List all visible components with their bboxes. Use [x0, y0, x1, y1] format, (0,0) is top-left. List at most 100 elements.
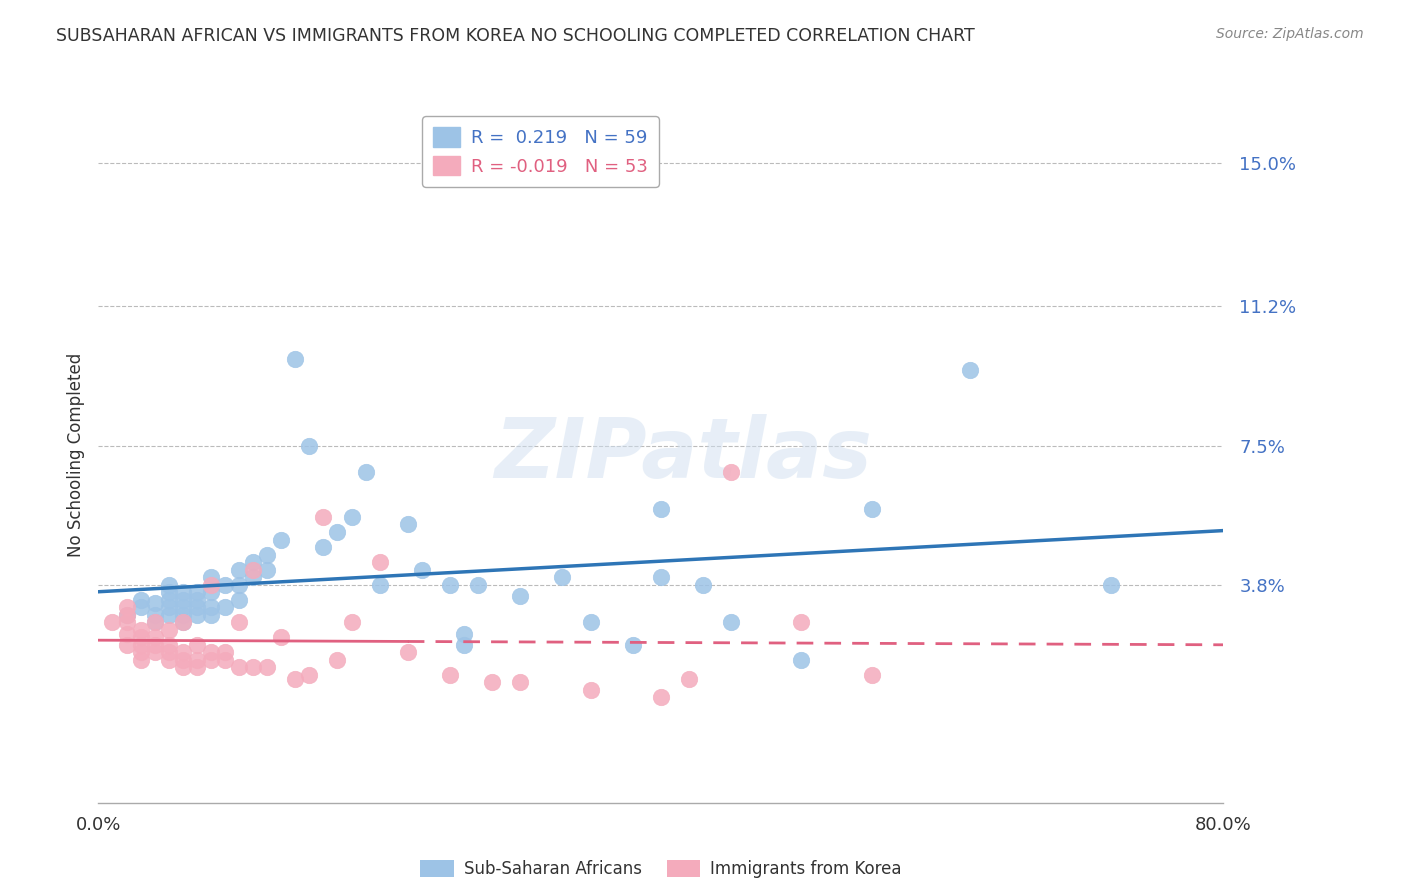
Point — [453, 638, 475, 652]
Point — [115, 638, 138, 652]
Point — [186, 592, 208, 607]
Point — [172, 660, 194, 674]
Point — [186, 585, 208, 599]
Point — [650, 570, 672, 584]
Point — [326, 524, 349, 539]
Legend: Sub-Saharan Africans, Immigrants from Korea: Sub-Saharan Africans, Immigrants from Ko… — [413, 854, 908, 885]
Point — [439, 668, 461, 682]
Point — [228, 615, 250, 630]
Point — [143, 615, 166, 630]
Point — [270, 533, 292, 547]
Point — [242, 660, 264, 674]
Point — [256, 548, 278, 562]
Point — [467, 577, 489, 591]
Point — [214, 645, 236, 659]
Point — [143, 615, 166, 630]
Point — [650, 502, 672, 516]
Point — [453, 626, 475, 640]
Point — [129, 638, 152, 652]
Point — [129, 600, 152, 615]
Point — [157, 600, 180, 615]
Point — [172, 585, 194, 599]
Point — [200, 600, 222, 615]
Point — [790, 615, 813, 630]
Point — [340, 615, 363, 630]
Point — [101, 615, 124, 630]
Point — [1099, 577, 1122, 591]
Point — [650, 690, 672, 705]
Point — [720, 615, 742, 630]
Point — [200, 577, 222, 591]
Point — [860, 502, 883, 516]
Point — [692, 577, 714, 591]
Point — [354, 465, 377, 479]
Point — [200, 570, 222, 584]
Point — [115, 600, 138, 615]
Point — [298, 438, 321, 452]
Point — [720, 465, 742, 479]
Point — [200, 607, 222, 622]
Point — [157, 577, 180, 591]
Point — [157, 592, 180, 607]
Point — [129, 592, 152, 607]
Point — [509, 589, 531, 603]
Point — [172, 592, 194, 607]
Point — [312, 510, 335, 524]
Point — [172, 615, 194, 630]
Point — [129, 645, 152, 659]
Point — [621, 638, 644, 652]
Point — [157, 623, 180, 637]
Point — [509, 675, 531, 690]
Point — [678, 672, 700, 686]
Point — [186, 653, 208, 667]
Point — [284, 672, 307, 686]
Point — [396, 645, 419, 659]
Point — [228, 660, 250, 674]
Point — [129, 630, 152, 644]
Point — [579, 683, 602, 698]
Point — [340, 510, 363, 524]
Point — [172, 645, 194, 659]
Point — [200, 585, 222, 599]
Point — [143, 597, 166, 611]
Point — [860, 668, 883, 682]
Point — [200, 653, 222, 667]
Y-axis label: No Schooling Completed: No Schooling Completed — [66, 353, 84, 557]
Point — [186, 607, 208, 622]
Point — [172, 600, 194, 615]
Point — [228, 577, 250, 591]
Point — [186, 600, 208, 615]
Point — [172, 607, 194, 622]
Point — [312, 540, 335, 554]
Point — [579, 615, 602, 630]
Point — [790, 653, 813, 667]
Point — [143, 607, 166, 622]
Point — [143, 645, 166, 659]
Point — [214, 600, 236, 615]
Point — [439, 577, 461, 591]
Point — [143, 638, 166, 652]
Point — [228, 563, 250, 577]
Point — [551, 570, 574, 584]
Point — [186, 638, 208, 652]
Point — [214, 577, 236, 591]
Text: Source: ZipAtlas.com: Source: ZipAtlas.com — [1216, 27, 1364, 41]
Point — [157, 585, 180, 599]
Point — [157, 607, 180, 622]
Point — [186, 660, 208, 674]
Point — [256, 563, 278, 577]
Point — [411, 563, 433, 577]
Point — [129, 653, 152, 667]
Point — [143, 630, 166, 644]
Point — [284, 351, 307, 366]
Point — [115, 607, 138, 622]
Text: ZIPatlas: ZIPatlas — [495, 415, 872, 495]
Point — [242, 570, 264, 584]
Point — [270, 630, 292, 644]
Point — [242, 555, 264, 569]
Point — [242, 563, 264, 577]
Text: SUBSAHARAN AFRICAN VS IMMIGRANTS FROM KOREA NO SCHOOLING COMPLETED CORRELATION C: SUBSAHARAN AFRICAN VS IMMIGRANTS FROM KO… — [56, 27, 974, 45]
Point — [172, 615, 194, 630]
Point — [115, 626, 138, 640]
Point — [157, 645, 180, 659]
